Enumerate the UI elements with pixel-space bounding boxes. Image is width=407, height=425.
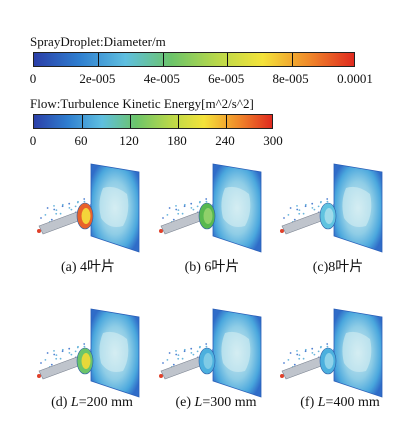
colorbar-tick-label: 240 — [215, 133, 235, 148]
panel-caption: (a) 4叶片 — [61, 256, 115, 276]
colorbar — [33, 114, 273, 129]
simulation-panel — [276, 305, 404, 405]
panel-caption: (b) 6叶片 — [185, 256, 240, 276]
simulation-panel — [276, 160, 404, 260]
colorbar-tick — [162, 53, 164, 66]
caption-text: =200 mm — [78, 395, 133, 410]
colorbar-tick-label: 8e-005 — [272, 71, 309, 86]
colorbar-tick-label: 0 — [29, 71, 37, 86]
panel-caption: (d) L=200 mm — [51, 395, 133, 411]
colorbar-tick — [178, 115, 179, 128]
panel-caption: (c)8叶片 — [313, 256, 364, 276]
panel-caption: (f) L=400 mm — [300, 395, 379, 411]
caption-text: 4叶片 — [80, 260, 116, 275]
caption-variable: L — [70, 395, 79, 410]
colorbar-tick — [291, 53, 293, 66]
colorbar-tick-label: 300 — [263, 133, 283, 148]
colorbar — [33, 52, 355, 67]
simulation-panel — [33, 160, 161, 260]
colorbar-tick-label: 180 — [167, 133, 187, 148]
colorbar-tick — [82, 115, 83, 128]
caption-text: =300 mm — [202, 395, 257, 410]
colorbar-tick — [227, 53, 229, 66]
colorbar-tick — [226, 115, 227, 128]
caption-prefix: (a) — [60, 260, 81, 275]
caption-prefix: (f) — [300, 395, 318, 410]
legend-title: SprayDroplet:Diameter/m — [30, 34, 166, 49]
simulation-panel — [155, 160, 283, 260]
simulation-panel — [33, 305, 161, 405]
simulation-panel — [155, 305, 283, 405]
colorbar-tick-label: 0.0001 — [337, 71, 373, 86]
caption-prefix: (e) — [175, 395, 195, 410]
colorbar-tick-label: 2e-005 — [79, 71, 116, 86]
caption-text: 8叶片 — [328, 260, 364, 275]
colorbar-tick-label: 120 — [119, 133, 139, 148]
caption-prefix: (d) — [51, 395, 71, 410]
colorbar-tick-label: 60 — [74, 133, 88, 148]
colorbar-tick — [130, 115, 131, 128]
caption-variable: L — [317, 395, 326, 410]
caption-text: 6叶片 — [204, 260, 240, 275]
colorbar-tick — [98, 53, 100, 66]
colorbar-tick-label: 6e-005 — [208, 71, 245, 86]
caption-text: =400 mm — [325, 395, 380, 410]
caption-prefix: (b) — [184, 260, 205, 275]
colorbar-tick-label: 4e-005 — [143, 71, 180, 86]
caption-variable: L — [194, 395, 203, 410]
colorbar-tick-label: 0 — [29, 133, 37, 148]
legend-title: Flow:Turbulence Kinetic Energy[m^2/s^2] — [30, 96, 254, 111]
panel-caption: (e) L=300 mm — [175, 395, 256, 411]
caption-prefix: (c) — [312, 260, 329, 275]
